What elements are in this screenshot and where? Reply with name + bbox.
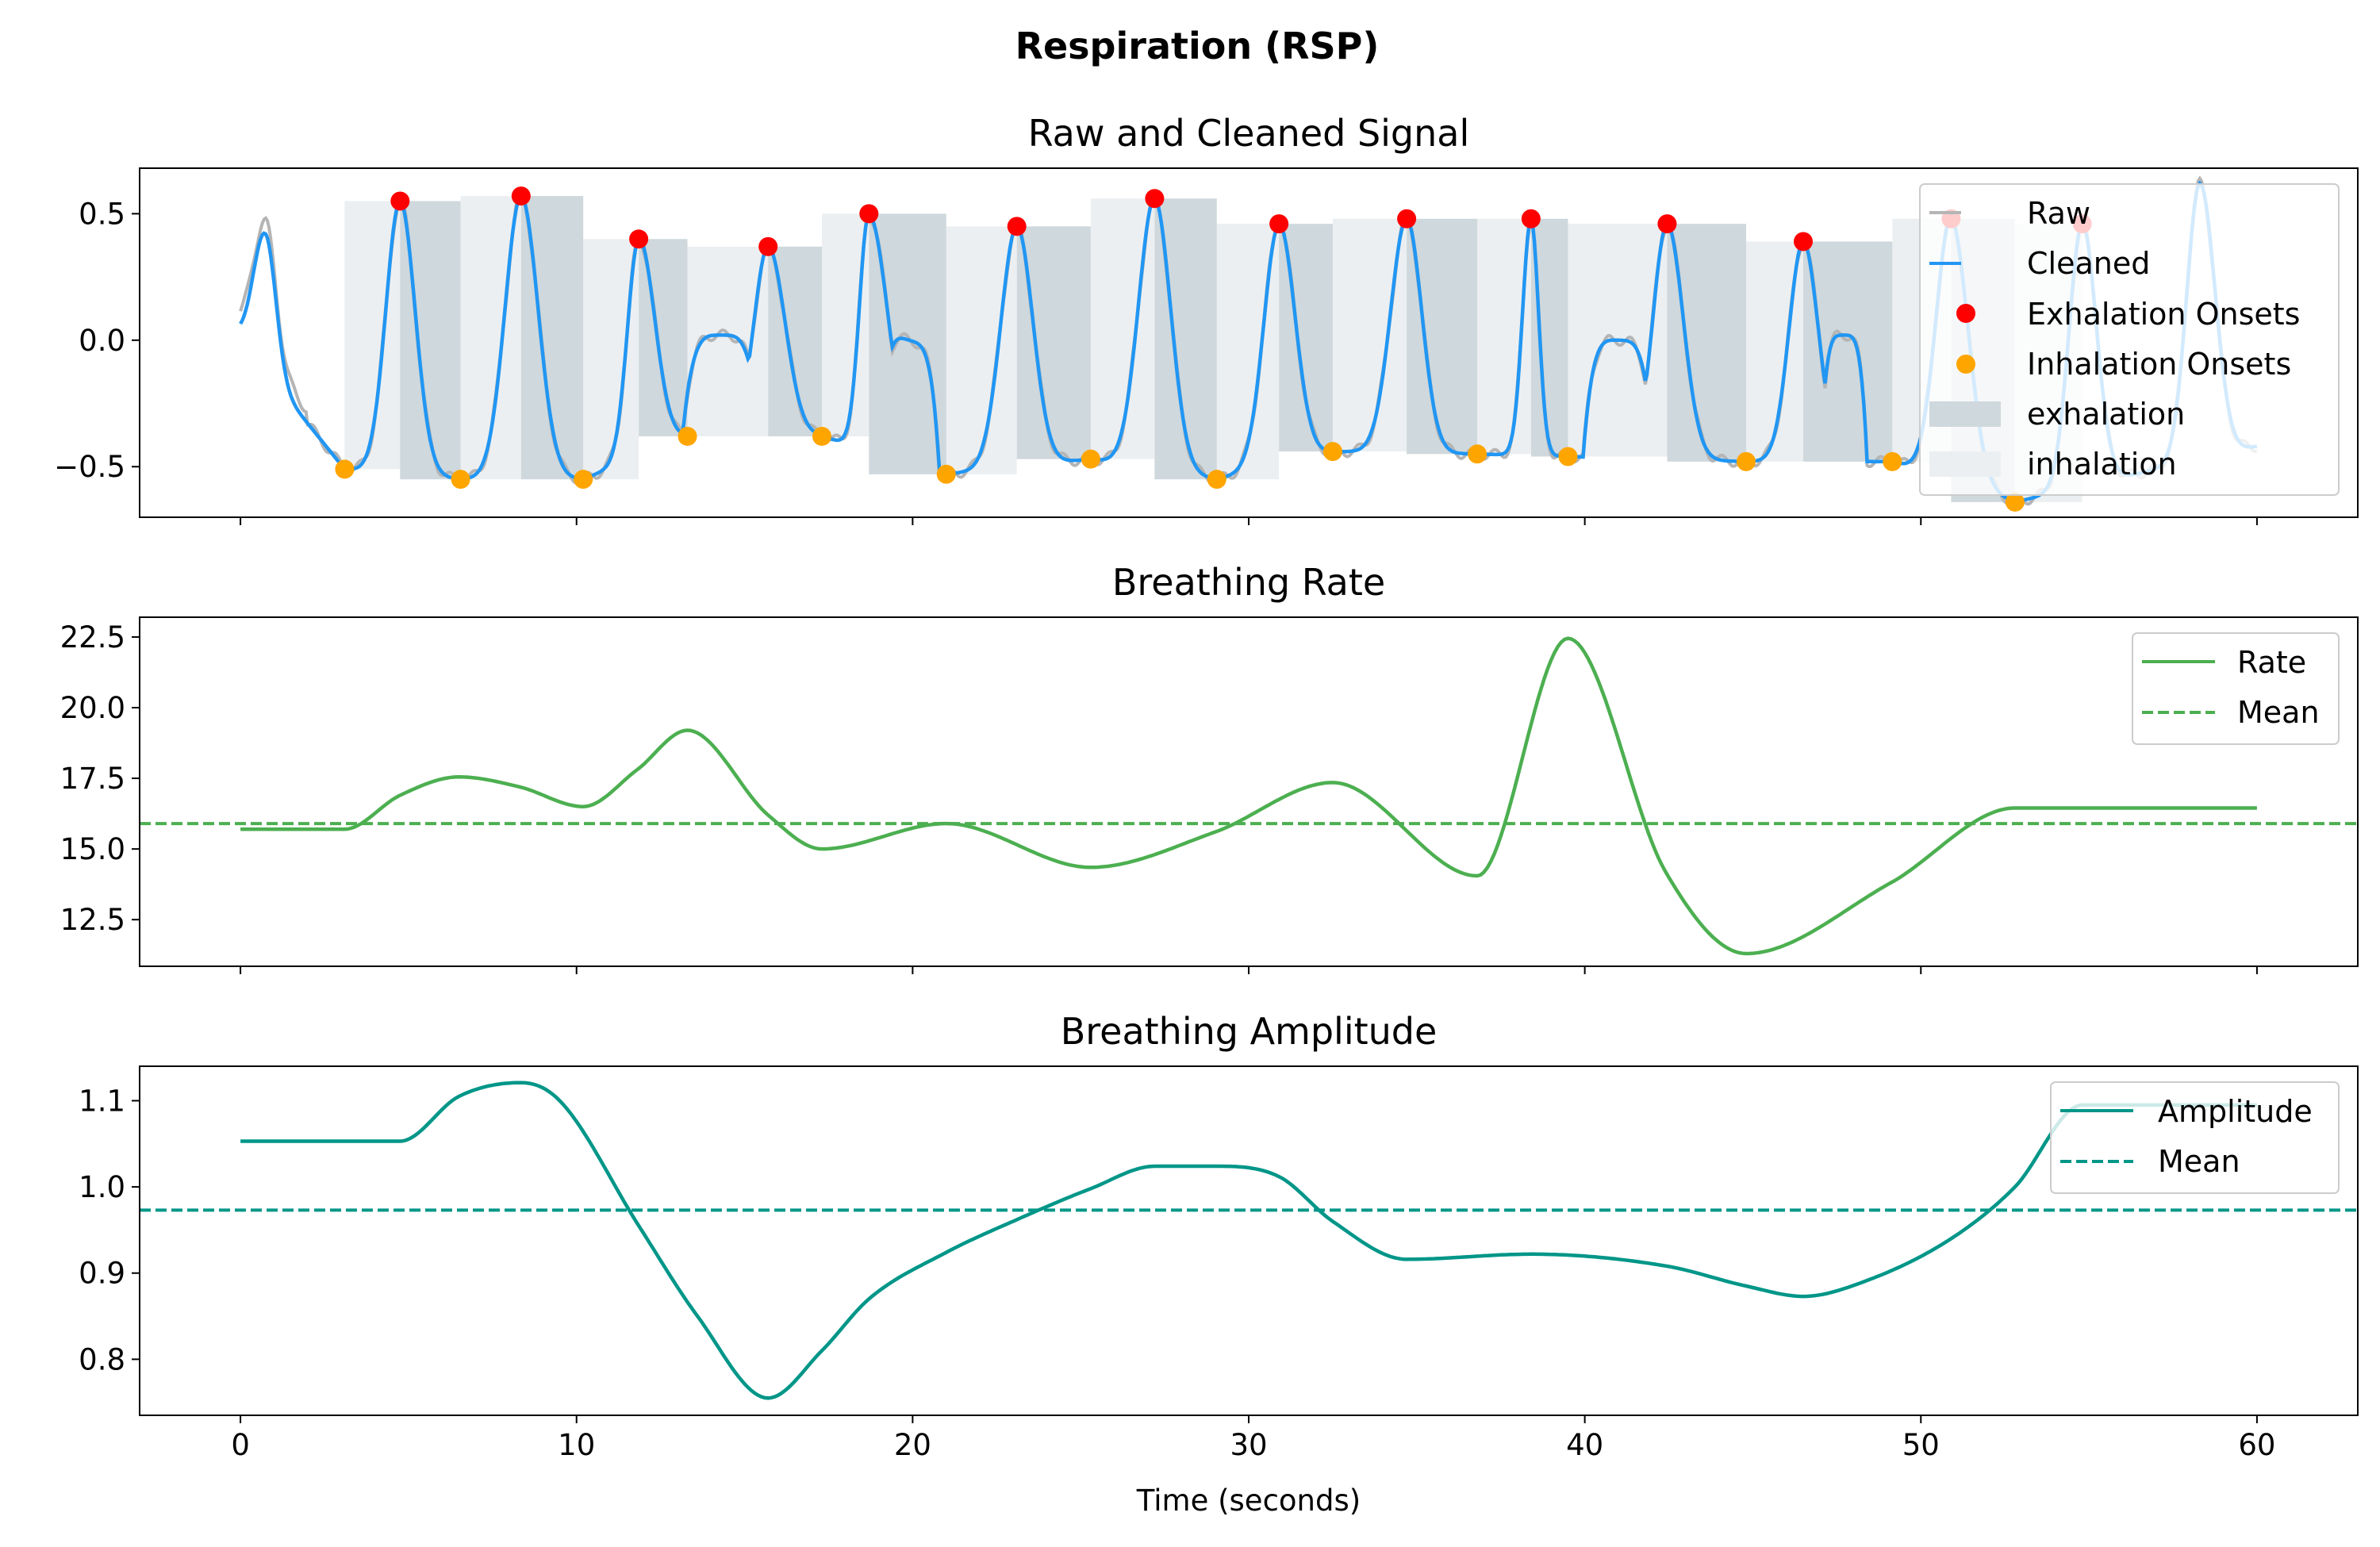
panel-frame (139, 616, 2359, 967)
inhalation-band (583, 239, 639, 480)
x-tick-label: 10 (558, 1428, 595, 1462)
exhalation-onset-point (1007, 217, 1027, 236)
signal-legend: Raw Cleaned Exhalation Onsets Inhalation… (1919, 183, 2340, 496)
inhalation-onset-point (936, 464, 956, 484)
exhalation-band (1407, 218, 1478, 455)
inhalation-onset-point (1736, 451, 1756, 471)
amplitude-series-line (240, 1081, 2257, 1400)
rate-series-line (240, 636, 2257, 956)
exhalation-onset-point (1794, 232, 1813, 251)
legend-amplitude-mean: Mean (2158, 1144, 2240, 1179)
legend-rate-mean: Mean (2237, 695, 2320, 730)
inhalation-onset-point (1468, 444, 1488, 464)
x-tick-label: 60 (2238, 1428, 2275, 1462)
exhalation-onset-point (758, 236, 778, 256)
legend-inhalation: inhalation (2027, 447, 2177, 482)
exhalation-onset-point (1145, 189, 1165, 209)
legend-exhalation-onsets: Exhalation Onsets (2027, 297, 2300, 332)
exhalation-onset-point (1269, 214, 1289, 234)
inhalation-band (1477, 218, 1531, 455)
inhalation-onset-point (678, 426, 697, 446)
y-tick-label: 17.5 (60, 762, 125, 796)
inhalation-band (821, 213, 869, 436)
inhalation-onset-point (1207, 470, 1226, 489)
inhalation-onset-point (1322, 442, 1342, 462)
inhalation-band (946, 226, 1017, 474)
y-tick-label: 15.0 (60, 832, 125, 866)
legend-cleaned: Cleaned (2027, 246, 2150, 281)
raw-cleaned-signal-panel: Raw and Cleaned Signal 0.5 0.0 −0.5 Raw Cl… (54, 112, 2359, 525)
y-tick-label: 0.0 (79, 324, 125, 358)
inhalation-onset-point (1558, 447, 1578, 466)
legend-rate: Rate (2237, 645, 2306, 680)
exhalation-onset-point (1397, 209, 1417, 228)
exhalation-onset-point (859, 204, 879, 224)
y-tick-label: 20.0 (60, 691, 125, 725)
y-tick-label: 0.8 (79, 1342, 125, 1376)
inhalation-onset-point (1883, 451, 1902, 471)
legend-amplitude: Amplitude (2158, 1094, 2313, 1129)
inhalation-onset-point (574, 470, 593, 489)
y-tick-label: 1.1 (79, 1084, 125, 1118)
x-tick-label: 30 (1230, 1428, 1267, 1462)
exhalation-band (1016, 226, 1091, 459)
panel-title-raw-cleaned: Raw and Cleaned Signal (1028, 112, 1470, 155)
exhalation-onset-point (629, 229, 649, 249)
breathing-amplitude-panel: Breathing Amplitude 0 10 20 30 40 50 60 0.8 0.9 1… (79, 1010, 2359, 1462)
exhalation-onset-point (1657, 214, 1677, 234)
inhalation-onset-point (335, 459, 355, 479)
exhalation-onset-point (1521, 209, 1541, 228)
breathing-rate-panel: Breathing Rate 12.5 15.0 17.5 20.0 22.5 Rate… (60, 561, 2359, 974)
y-tick-label: 0.9 (79, 1257, 125, 1291)
x-tick-label: 20 (894, 1428, 931, 1462)
exhalation-onset-point (390, 191, 410, 211)
panel-frame (139, 1065, 2359, 1416)
panel-title-breathing-amplitude: Breathing Amplitude (1061, 1010, 1438, 1053)
exhalation-band (1803, 241, 1893, 462)
x-tick-label: 40 (1566, 1428, 1603, 1462)
inhalation-onset-point (451, 470, 470, 489)
legend-inhalation-onsets: Inhalation Onsets (2027, 347, 2291, 382)
y-tick-label: 1.0 (79, 1170, 125, 1204)
x-tick-label: 50 (1902, 1428, 1940, 1462)
inhalation-onset-point (2005, 492, 2025, 512)
figure-suptitle: Respiration (RSP) (1015, 25, 1380, 67)
rate-legend: Rate Mean (2132, 632, 2340, 745)
y-tick-label: 22.5 (60, 620, 125, 654)
x-axis-label: Time (seconds) (1136, 1484, 1361, 1518)
inhalation-onset-point (812, 426, 831, 446)
y-tick-label: −0.5 (54, 450, 125, 484)
inhalation-band (1332, 218, 1407, 452)
exhalation-band (1667, 224, 1746, 462)
panel-title-breathing-rate: Breathing Rate (1112, 561, 1385, 604)
inhalation-onset-point (1081, 449, 1100, 469)
y-tick-label: 12.5 (60, 903, 125, 937)
legend-raw: Raw (2027, 196, 2090, 231)
amplitude-legend: Amplitude Mean (2050, 1081, 2340, 1194)
x-tick-label: 0 (231, 1428, 250, 1462)
y-tick-label: 0.5 (79, 197, 125, 231)
exhalation-onset-point (511, 186, 531, 206)
legend-exhalation: exhalation (2027, 397, 2185, 432)
